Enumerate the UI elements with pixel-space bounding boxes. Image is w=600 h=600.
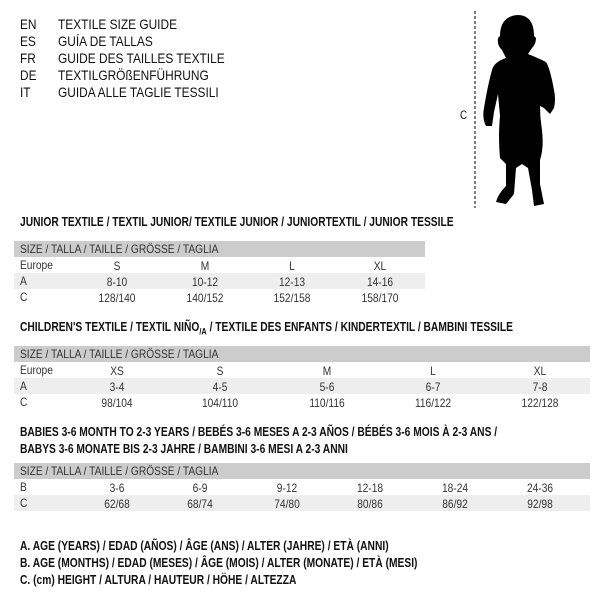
row-label: C [20, 290, 28, 304]
junior-size-table: SIZE / TALLA / TAILLE / GRÖSSE / TAGLIA … [14, 241, 425, 305]
table-row: Europe XS S M L XL [14, 362, 590, 378]
row-label: C [20, 496, 28, 510]
row-label: A [20, 379, 27, 393]
cell: 6-9 [192, 481, 208, 495]
cell: XS [110, 364, 124, 378]
table-row: A 3-4 4-5 5-6 6-7 7-8 [14, 378, 590, 394]
cell: 62/68 [104, 497, 130, 511]
height-label: C [460, 108, 468, 122]
title-subscript: /A [199, 326, 207, 337]
cell: 86/92 [442, 497, 468, 511]
table-row: C 128/140 140/152 152/158 158/170 [14, 289, 425, 305]
table-row: C 98/104 104/110 110/116 116/122 122/128 [14, 394, 590, 410]
cell: 80/86 [357, 497, 383, 511]
cell: 6-7 [425, 380, 441, 394]
cell: 74/80 [274, 497, 300, 511]
cell: 4-5 [212, 380, 228, 394]
cell: XL [533, 364, 547, 378]
cell: 10-12 [191, 275, 219, 289]
table-header-row: SIZE / TALLA / TAILLE / GRÖSSE / TAGLIA [14, 463, 590, 479]
table-row: C 62/68 68/74 74/80 80/86 86/92 92/98 [14, 495, 590, 511]
cell: 152/158 [273, 291, 311, 305]
cell: 110/116 [309, 396, 345, 410]
row-label: Europe [20, 363, 53, 377]
table-row: B 3-6 6-9 9-12 12-18 18-24 24-36 [14, 479, 590, 495]
cell: 5-6 [319, 380, 335, 394]
cell: 12-18 [356, 481, 384, 495]
babies-section-title-line1: BABIES 3-6 MONTH TO 2-3 YEARS / BEBÉS 3-… [20, 425, 498, 439]
lang-code: EN [20, 16, 37, 32]
lang-title: GUIDA ALLE TAGLIE TESSILI [58, 84, 219, 100]
legend-a: A. AGE (YEARS) / EDAD (AÑOS) / ÂGE (ANS)… [20, 539, 389, 553]
cell: 3-4 [109, 380, 125, 394]
lang-code: ES [20, 33, 36, 49]
legend-b: B. AGE (MONTHS) / EDAD (MESES) / ÂGE (MO… [20, 556, 418, 570]
babies-size-table: SIZE / TALLA / TAILLE / GRÖSSE / TAGLIA … [14, 463, 590, 511]
cell: 3-6 [109, 481, 125, 495]
cell: 122/128 [521, 396, 559, 410]
cell: 92/98 [527, 497, 553, 511]
table-header-row: SIZE / TALLA / TAILLE / GRÖSSE / TAGLIA [14, 346, 590, 362]
cell: 12-13 [278, 275, 306, 289]
cell: 116/122 [414, 396, 452, 410]
title-text: CHILDREN'S TEXTILE / TEXTIL NIÑO [20, 320, 200, 334]
table-header-row: SIZE / TALLA / TAILLE / GRÖSSE / TAGLIA [14, 241, 425, 257]
cell: 104/110 [201, 396, 239, 410]
row-label: B [20, 480, 27, 494]
cell: 18-24 [441, 481, 469, 495]
row-label: C [20, 395, 28, 409]
lang-title: GUIDE DES TAILLES TEXTILE [58, 50, 225, 66]
lang-title: TEXTILGRÖßENFÜHRUNG [58, 67, 209, 83]
size-header: SIZE / TALLA / TAILLE / GRÖSSE / TAGLIA [20, 464, 219, 478]
cell: S [113, 259, 121, 273]
cell: M [200, 259, 210, 273]
cell: L [289, 259, 295, 273]
children-size-table: SIZE / TALLA / TAILLE / GRÖSSE / TAGLIA … [14, 346, 590, 410]
cell: 7-8 [532, 380, 548, 394]
size-header: SIZE / TALLA / TAILLE / GRÖSSE / TAGLIA [20, 242, 219, 256]
row-label: A [20, 274, 27, 288]
cell: 8-10 [106, 275, 128, 289]
cell: 140/152 [186, 291, 224, 305]
lang-title: TEXTILE SIZE GUIDE [58, 16, 178, 32]
cell: 128/140 [98, 291, 136, 305]
table-row: Europe S M L XL [14, 257, 425, 273]
lang-code: IT [20, 84, 31, 100]
lang-code: DE [20, 67, 37, 83]
cell: 9-12 [276, 481, 298, 495]
size-header: SIZE / TALLA / TAILLE / GRÖSSE / TAGLIA [20, 347, 219, 361]
cell: L [430, 364, 436, 378]
lang-title: GUÍA DE TALLAS [58, 33, 153, 49]
babies-section-title-line2: BABYS 3-6 MONATE BIS 2-3 JAHRE / BAMBINI… [20, 442, 348, 456]
cell: S [216, 364, 224, 378]
table-row: A 8-10 10-12 12-13 14-16 [14, 273, 425, 289]
cell: 24-36 [526, 481, 554, 495]
cell: 68/74 [187, 497, 213, 511]
cell: 14-16 [366, 275, 394, 289]
cell: M [322, 364, 332, 378]
row-label: Europe [20, 258, 53, 272]
cell: 158/170 [361, 291, 399, 305]
children-section-title: CHILDREN'S TEXTILE / TEXTIL NIÑO/A / TEX… [20, 320, 513, 340]
cell: 98/104 [101, 396, 133, 410]
title-text: / TEXTILE DES ENFANTS / KINDERTEXTIL / B… [206, 320, 513, 334]
child-silhouette-icon [474, 11, 555, 208]
legend-c: C. (cm) HEIGHT / ALTURA / HAUTEUR / HÖHE… [20, 573, 297, 587]
cell: XL [373, 259, 387, 273]
junior-section-title: JUNIOR TEXTILE / TEXTIL JUNIOR/ TEXTILE … [20, 215, 454, 229]
lang-code: FR [20, 50, 36, 66]
